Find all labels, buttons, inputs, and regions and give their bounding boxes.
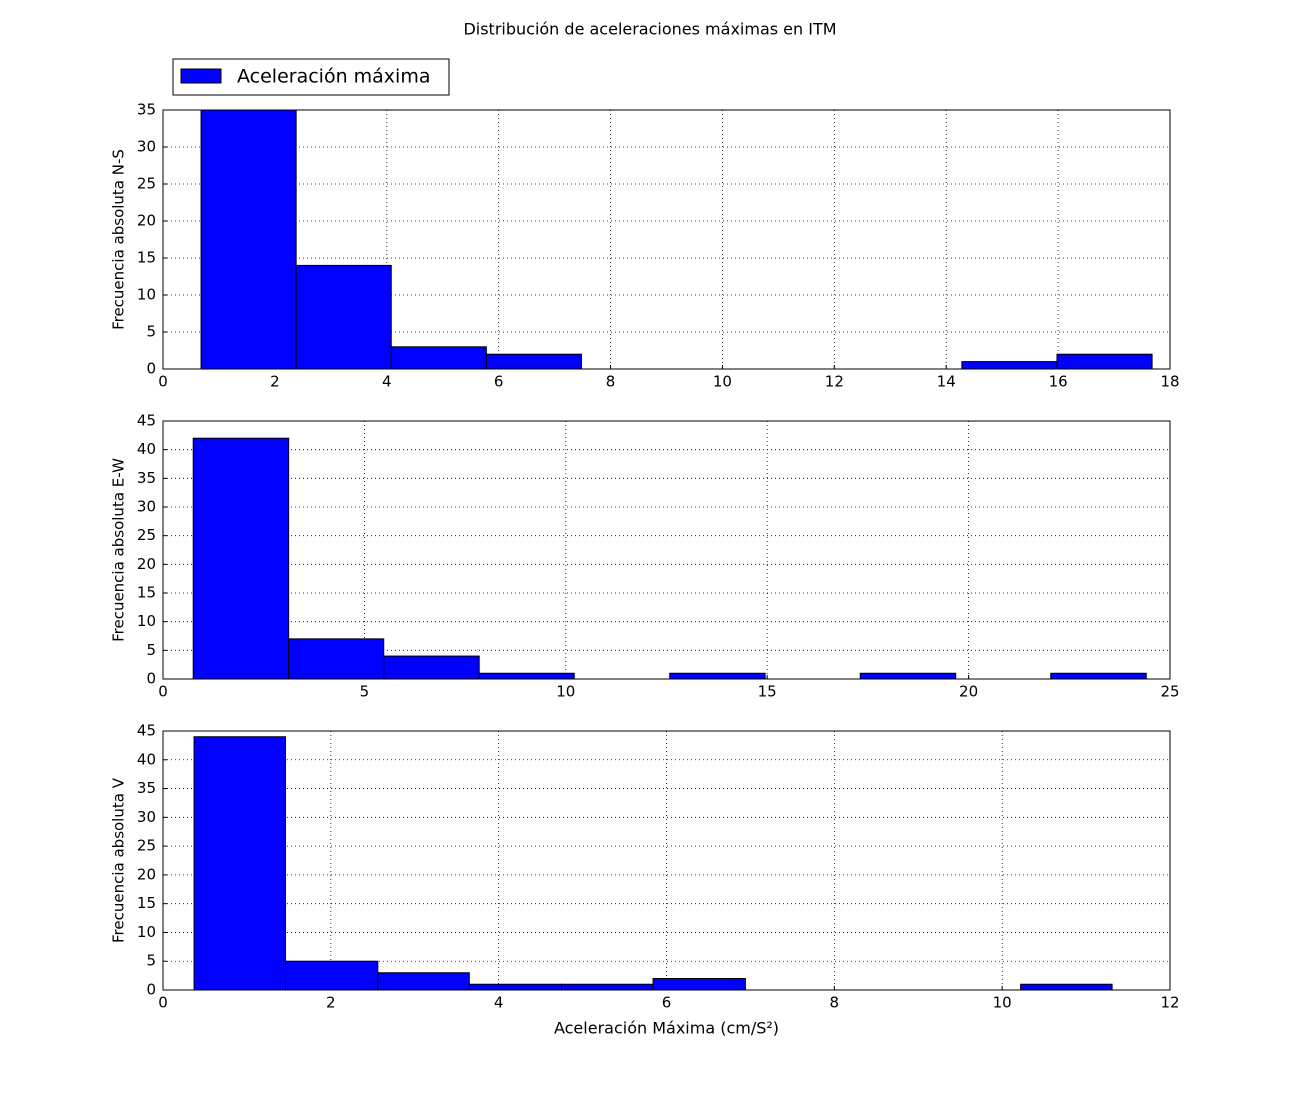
x-tick-label: 8 (830, 994, 840, 1012)
x-tick-label: 25 (1160, 683, 1179, 701)
bar (295, 264, 392, 370)
y-axis-label: Frecuencia absoluta N-S (110, 149, 128, 330)
bar (383, 655, 480, 680)
y-tick-label: 20 (137, 212, 156, 230)
x-axis-label: Aceleración Máxima (cm/S²) (554, 1019, 779, 1038)
y-tick-label: 0 (146, 670, 156, 688)
y-tick-label: 30 (137, 498, 156, 516)
bar (478, 672, 575, 680)
y-tick-label: 45 (137, 722, 156, 740)
x-tick-label: 10 (556, 683, 575, 701)
y-tick-label: 40 (137, 750, 156, 768)
x-tick-label: 0 (158, 683, 168, 701)
bar (669, 672, 766, 680)
x-tick-label: 0 (158, 373, 168, 391)
y-tick-label: 10 (137, 612, 156, 630)
y-tick-label: 15 (137, 584, 156, 602)
x-tick-label: 18 (1160, 373, 1179, 391)
bar (1050, 672, 1147, 680)
plot-frame (162, 730, 1171, 991)
x-tick-label: 6 (662, 994, 672, 1012)
x-tick-label: 15 (758, 683, 777, 701)
y-tick-label: 35 (137, 469, 156, 487)
y-tick-label: 0 (146, 981, 156, 999)
x-tick-label: 20 (959, 683, 978, 701)
x-tick-label: 12 (825, 373, 844, 391)
y-tick-label: 0 (146, 360, 156, 378)
y-tick-label: 25 (137, 837, 156, 855)
y-tick-label: 25 (137, 526, 156, 544)
bar (859, 672, 957, 680)
legend-swatch (180, 68, 222, 84)
bar (200, 109, 297, 370)
bar (1020, 983, 1113, 991)
x-tick-label: 14 (937, 373, 956, 391)
bar (652, 977, 746, 991)
y-tick-label: 30 (137, 138, 156, 156)
y-tick-label: 20 (137, 555, 156, 573)
bar (561, 983, 654, 991)
y-tick-label: 15 (137, 249, 156, 267)
y-tick-label: 10 (137, 286, 156, 304)
y-tick-label: 5 (146, 323, 156, 341)
y-tick-label: 25 (137, 175, 156, 193)
x-tick-label: 6 (494, 373, 504, 391)
x-tick-label: 2 (270, 373, 280, 391)
plot-frame (162, 420, 1171, 680)
bar (288, 638, 385, 680)
y-tick-label: 5 (146, 641, 156, 659)
y-tick-label: 45 (137, 412, 156, 430)
y-tick-label: 35 (137, 101, 156, 119)
legend-label: Aceleración máxima (237, 66, 430, 88)
x-tick-label: 16 (1049, 373, 1068, 391)
y-tick-label: 30 (137, 808, 156, 826)
y-tick-label: 35 (137, 779, 156, 797)
bar (192, 437, 290, 680)
bar (1056, 353, 1153, 370)
bar (485, 353, 582, 370)
bar (193, 736, 287, 991)
x-tick-label: 10 (713, 373, 732, 391)
y-tick-label: 10 (137, 923, 156, 941)
bar (390, 346, 487, 370)
plot-frame (162, 109, 1171, 370)
x-tick-label: 2 (326, 994, 336, 1012)
y-axis-label: Frecuencia absoluta E-W (110, 458, 128, 642)
y-tick-label: 5 (146, 952, 156, 970)
x-tick-label: 4 (494, 994, 504, 1012)
x-tick-label: 12 (1160, 994, 1179, 1012)
bar (377, 972, 470, 991)
y-tick-label: 15 (137, 894, 156, 912)
chart-title: Distribución de aceleraciones máximas en… (463, 20, 836, 39)
y-axis-label: Frecuencia absoluta V (110, 777, 128, 943)
bar (468, 983, 563, 991)
bar (961, 361, 1058, 370)
x-tick-label: 8 (606, 373, 616, 391)
y-tick-label: 40 (137, 440, 156, 458)
x-tick-label: 0 (158, 994, 168, 1012)
x-tick-label: 4 (382, 373, 392, 391)
x-tick-label: 10 (993, 994, 1012, 1012)
y-tick-label: 20 (137, 865, 156, 883)
x-tick-label: 5 (360, 683, 370, 701)
bar (285, 960, 379, 991)
